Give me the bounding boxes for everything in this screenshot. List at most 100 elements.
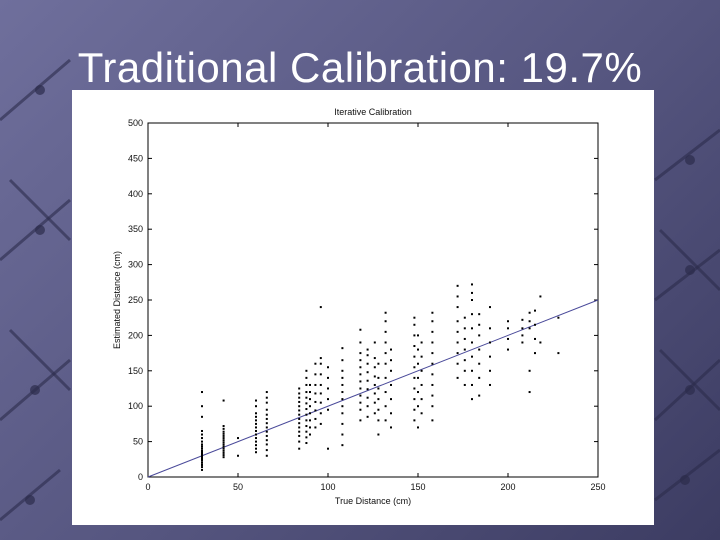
y-tick-label: 250: [128, 295, 143, 305]
scatter-point: [201, 456, 203, 459]
scatter-point: [478, 376, 481, 379]
scatter-point: [431, 362, 434, 365]
scatter-point: [222, 447, 225, 450]
scatter-point: [384, 376, 387, 379]
scatter-point: [359, 373, 362, 376]
chart-title: Iterative Calibration: [334, 107, 412, 117]
scatter-point: [309, 433, 311, 436]
scatter-point: [298, 422, 301, 425]
scatter-point: [417, 391, 419, 394]
scatter-point: [265, 439, 268, 442]
scatter-point: [265, 454, 268, 457]
scatter-point: [366, 405, 369, 408]
background-line: [654, 128, 720, 182]
scatter-point: [327, 387, 329, 390]
scatter-point: [222, 443, 225, 446]
scatter-point: [413, 345, 416, 348]
scatter-point: [305, 436, 308, 439]
scatter-point: [305, 419, 308, 422]
y-tick-label: 300: [128, 260, 143, 270]
scatter-point: [255, 412, 257, 415]
scatter-point: [314, 383, 317, 386]
scatter-point: [255, 426, 257, 429]
scatter-point: [201, 466, 203, 469]
scatter-point: [305, 402, 308, 405]
scatter-point: [305, 442, 308, 445]
scatter-point: [384, 405, 387, 408]
scatter-point: [341, 383, 344, 386]
scatter-point: [417, 376, 419, 379]
scatter-point: [341, 376, 344, 379]
scatter-point: [463, 383, 466, 386]
scatter-point: [373, 375, 376, 378]
scatter-point: [413, 376, 416, 379]
scatter-point: [359, 352, 362, 355]
scatter-point: [366, 362, 369, 365]
scatter-point: [521, 318, 524, 321]
scatter-point: [201, 468, 203, 471]
scatter-point: [420, 369, 423, 372]
scatter-point: [341, 347, 344, 350]
scatter-point: [341, 391, 344, 394]
scatter-point: [222, 445, 225, 448]
scatter-point: [431, 352, 434, 355]
scatter-point: [471, 369, 473, 372]
scatter-point: [298, 447, 301, 450]
scatter-point: [384, 320, 387, 323]
y-tick-label: 500: [128, 118, 143, 128]
scatter-point: [319, 422, 322, 425]
scatter-point: [366, 396, 369, 399]
y-tick-label: 350: [128, 224, 143, 234]
scatter-point: [359, 419, 362, 422]
scatter-point: [237, 437, 239, 440]
scatter-point: [366, 415, 369, 418]
scatter-point: [373, 366, 376, 369]
scatter-point: [359, 394, 362, 397]
scatter-point: [327, 447, 329, 450]
scatter-point: [456, 352, 459, 355]
scatter-point: [359, 328, 362, 331]
x-tick-label: 250: [590, 482, 605, 492]
scatter-point: [489, 355, 491, 358]
scatter-point: [377, 408, 380, 411]
scatter-point: [222, 399, 225, 402]
scatter-point: [298, 417, 301, 420]
scatter-point: [298, 440, 301, 443]
scatter-point: [255, 437, 257, 440]
scatter-point: [390, 398, 392, 401]
plot-area: 0 50 100 150 200 250 0 50 100 150 200 250 300 350 400 4…: [128, 118, 606, 492]
scatter-point: [373, 401, 376, 404]
scatter-point: [327, 408, 329, 411]
scatter-point: [463, 327, 466, 330]
background-line: [658, 228, 720, 292]
scatter-point: [456, 295, 459, 298]
scatter-point: [463, 348, 466, 351]
scatter-point: [341, 433, 344, 436]
scatter-point: [319, 362, 322, 365]
scatter-point: [327, 376, 329, 379]
plot-frame: [147, 122, 599, 478]
scatter-point: [373, 392, 376, 395]
scatter-point: [528, 327, 531, 330]
scatter-point: [528, 369, 531, 372]
scatter-point: [420, 341, 423, 344]
scatter-point: [471, 355, 473, 358]
scatter-point: [390, 359, 392, 362]
scatter-point: [341, 359, 344, 362]
scatter-point: [417, 405, 419, 408]
x-tick-label: 150: [410, 482, 425, 492]
scatter-point: [359, 341, 362, 344]
scatter-point: [305, 430, 308, 433]
x-tick-label: 50: [233, 482, 243, 492]
scatter-point: [314, 392, 317, 395]
y-tick-label: 150: [128, 366, 143, 376]
scatter-point: [417, 334, 419, 337]
scatter-point: [528, 311, 531, 314]
scatter-point: [309, 419, 311, 422]
scatter-point: [420, 383, 423, 386]
x-tick-label: 200: [500, 482, 515, 492]
scatter-point: [305, 383, 308, 386]
scatter-point: [463, 359, 466, 362]
scatter-point: [557, 316, 560, 319]
